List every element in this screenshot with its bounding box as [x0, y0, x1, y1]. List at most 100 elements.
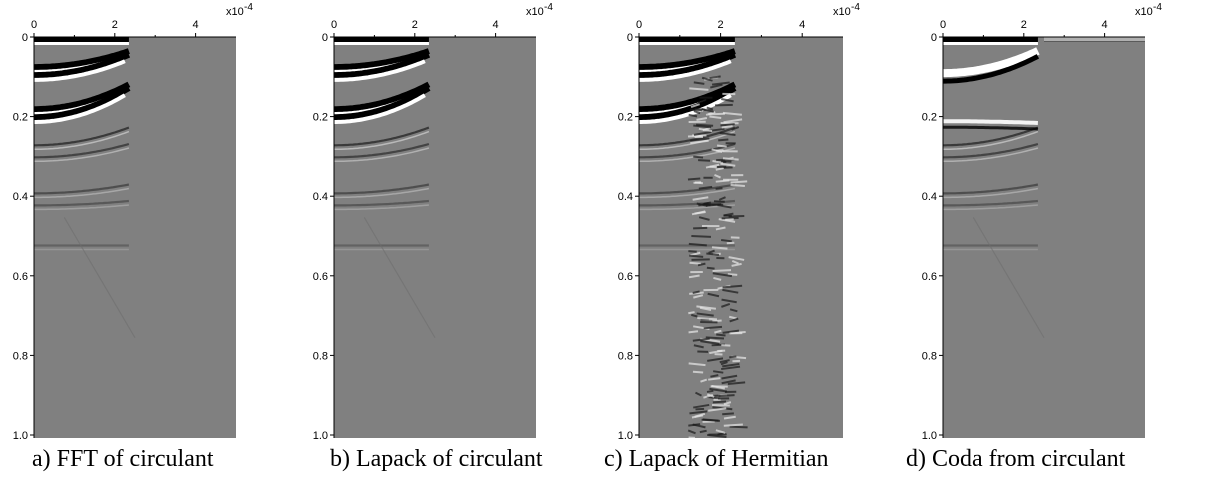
noise-streak	[728, 315, 737, 320]
reflection-event	[639, 183, 736, 195]
noise-streak	[689, 254, 704, 258]
noise-streak	[701, 76, 713, 82]
noise-streak	[716, 144, 727, 148]
noise-streak	[722, 412, 734, 416]
reflection-event	[334, 204, 429, 211]
noise-streak	[708, 407, 727, 412]
reflection-events	[943, 37, 1145, 339]
x-axis-multiplier-exponent: -4	[1153, 2, 1162, 13]
panel-coda-from-circulant: 0 2 4 x10 -4 0 0.2 0.4 0.6 0.8 1.0 d) Coda from ci…	[905, 0, 1211, 485]
noise-streak	[693, 130, 712, 136]
noise-streak	[696, 123, 714, 127]
reflection-event	[334, 59, 426, 82]
reflection-event	[34, 183, 130, 195]
noise-streak	[727, 381, 746, 386]
noise-streak	[696, 305, 717, 310]
reflection-event	[334, 183, 430, 195]
noise-streak	[689, 410, 708, 415]
noise-streak	[689, 291, 704, 295]
y-tick-label: 0.8	[922, 350, 937, 362]
noise-streak	[689, 261, 702, 265]
reflection-event	[334, 85, 431, 121]
noise-streak	[696, 312, 714, 317]
y-tick-label: 0.4	[618, 191, 633, 203]
noise-streak	[706, 266, 715, 270]
noise-streak	[697, 262, 706, 267]
image-background	[639, 37, 843, 438]
noise-streak	[730, 180, 748, 184]
noise-streak	[721, 365, 741, 371]
seismic-image-plot: 0 2 4 x10 -4 0 0.2 0.4 0.6 0.8 1.0	[922, 2, 1163, 442]
noise-streak	[723, 415, 736, 420]
reflection-event	[334, 187, 430, 199]
noise-streak	[718, 138, 729, 142]
noise-streak	[723, 118, 743, 124]
noise-streak	[692, 290, 700, 294]
noise-streak	[712, 269, 732, 272]
reflection-event	[639, 93, 732, 124]
noise-streak	[721, 374, 738, 380]
reflection-event	[943, 142, 1039, 159]
noise-streak	[695, 391, 702, 397]
noise-streak	[706, 393, 715, 398]
noise-streak	[729, 317, 739, 323]
noise-streak	[696, 117, 708, 121]
noise-streak	[715, 179, 730, 183]
image-background	[943, 37, 1145, 438]
x-tick-label: 0	[31, 19, 37, 31]
reflection-event	[34, 130, 130, 151]
reflection-event	[943, 125, 1038, 131]
x-axis-multiplier-exponent: -4	[544, 2, 553, 13]
reflection-event	[943, 54, 1040, 84]
reflection-event	[334, 48, 430, 71]
noise-streak	[698, 159, 711, 162]
noise-streak	[721, 303, 731, 308]
x-tick-label: 2	[1021, 19, 1027, 31]
noise-streak	[691, 258, 710, 261]
image-background	[34, 37, 236, 438]
noise-streak	[693, 294, 704, 299]
y-tick-label: 0.6	[13, 271, 28, 283]
reflection-event	[34, 59, 126, 82]
y-tick-label: 0	[931, 32, 937, 44]
reflection-event	[334, 126, 430, 147]
reflection-event	[34, 81, 131, 113]
image-background	[334, 37, 536, 438]
diffraction-tail	[972, 217, 1045, 339]
noise-streak	[702, 418, 719, 422]
x-tick-label: 4	[1102, 19, 1108, 31]
panel-caption: c) Lapack of Hermitian	[604, 446, 829, 472]
noise-streak	[690, 103, 700, 108]
noise-streak	[705, 336, 725, 340]
noise-streak	[722, 329, 740, 334]
reflection-event	[34, 51, 131, 79]
noise-streak	[721, 160, 732, 163]
noise-streak	[722, 288, 739, 294]
panel-lapack-of-circulant: 0 2 4 x10 -4 0 0.2 0.4 0.6 0.8 1.0 b) Lapack of ci…	[300, 0, 600, 485]
noise-streak	[712, 272, 733, 278]
noise-streak	[731, 262, 742, 267]
panel-caption: b) Lapack of circulant	[330, 446, 543, 472]
coda-top-band	[1044, 37, 1145, 41]
noise-streak	[698, 127, 713, 133]
reflection-event	[34, 199, 129, 207]
noise-streak	[720, 162, 736, 167]
noise-streak	[696, 202, 708, 207]
x-tick-label: 4	[193, 19, 199, 31]
noise-streak	[709, 387, 728, 393]
noise-streak	[718, 196, 726, 201]
direct-arrival	[34, 37, 129, 42]
reflection-event	[334, 81, 431, 113]
y-tick-label: 1.0	[13, 430, 28, 442]
reflection-event	[334, 93, 426, 124]
noise-streak	[717, 204, 732, 209]
noise-streak	[691, 313, 698, 318]
x-axis-multiplier-exponent: -4	[244, 2, 253, 13]
noise-streak	[707, 357, 724, 362]
panel-caption: d) Coda from circulant	[906, 446, 1126, 472]
noise-streak	[698, 185, 713, 190]
x-tick-label: 0	[331, 19, 337, 31]
noise-streak	[688, 250, 697, 253]
y-tick-label: 0.2	[618, 112, 633, 124]
noise-streak	[720, 123, 735, 127]
